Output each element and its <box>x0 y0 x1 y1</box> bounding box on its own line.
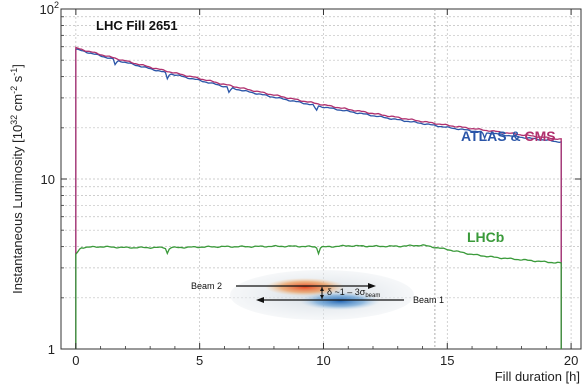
x-tick-label: 10 <box>316 353 330 368</box>
amp-label: & <box>507 128 525 144</box>
atlas-label: ATLAS <box>461 128 507 144</box>
x-tick-label: 15 <box>440 353 454 368</box>
beam2-arrow-head <box>368 283 376 289</box>
chart-title: LHC Fill 2651 <box>96 18 178 33</box>
y-axis-label-exp3: -1 <box>9 68 19 76</box>
separation-prefix: δ ~1 – 3σ <box>327 287 366 297</box>
series-group <box>75 46 562 349</box>
y-axis-label-tail: ] <box>10 64 25 68</box>
cms-label: CMS <box>525 128 556 144</box>
y-tick-label: 10 <box>41 172 55 187</box>
y-axis-label-end: s <box>10 75 25 86</box>
y-tick-label: 102 <box>40 0 59 17</box>
y-axis-label-exp1: 32 <box>9 115 19 125</box>
beam2-text: Beam 2 <box>191 281 222 291</box>
atlas-cms-legend: ATLAS & CMS <box>461 128 556 144</box>
beam1-bunch <box>300 292 380 310</box>
y-axis-label-exp2: -2 <box>9 86 19 94</box>
grid <box>61 9 581 349</box>
x-axis-label: Fill duration [h] <box>495 369 580 384</box>
y-tick-label: 1 <box>48 342 55 357</box>
beam1-text: Beam 1 <box>413 295 444 305</box>
lhcb-label: LHCb <box>467 229 504 245</box>
y-axis-label-mid: cm <box>10 94 25 115</box>
series-line-atlas <box>75 48 562 349</box>
series-line-lhcb <box>75 244 562 349</box>
beam-inset: Beam 2 Beam 1 δ ~1 – 3σbeam <box>191 270 444 320</box>
separation-arrow-bottom <box>320 295 324 299</box>
separation-sub: beam <box>365 293 380 299</box>
beam1-arrow-head <box>256 297 264 303</box>
y-tick-exponent: 2 <box>54 0 59 10</box>
beam2-bunch <box>265 278 345 296</box>
y-axis-label: Instantaneous Luminosity [1032 cm-2 s-1] <box>9 64 25 294</box>
series-line-cms <box>75 46 562 349</box>
separation-arrow-top <box>320 287 324 291</box>
y-axis-label-main: Instantaneous Luminosity [10 <box>10 125 25 294</box>
separation-text: δ ~1 – 3σbeam <box>327 287 380 299</box>
x-tick-label: 5 <box>196 353 203 368</box>
axis-ticks: 0 5 10 15 20 102 10 1 <box>40 0 581 368</box>
x-tick-label: 0 <box>72 353 79 368</box>
x-tick-label: 20 <box>564 353 578 368</box>
